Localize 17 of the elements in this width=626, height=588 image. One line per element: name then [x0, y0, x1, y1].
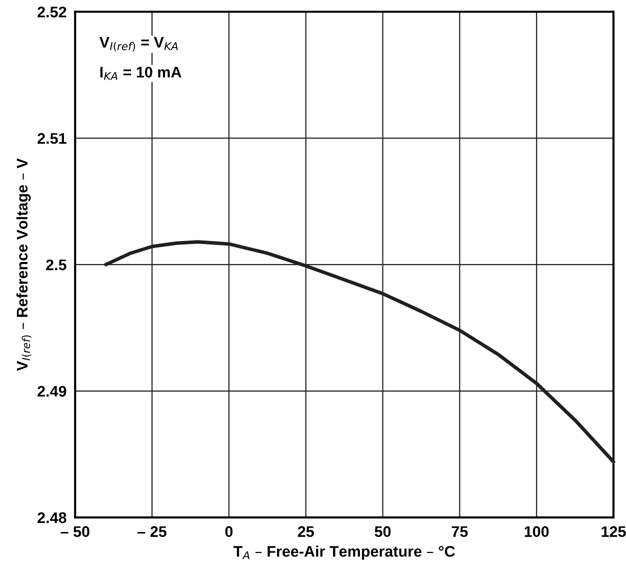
- y-tick-label: 2.5: [46, 259, 66, 270]
- x-tick-label: – 50: [60, 526, 90, 537]
- x-tick-label: – 25: [138, 526, 166, 537]
- y-tick-label: 2.48: [38, 512, 66, 524]
- x-axis-title: T$_{A}$ – Free-Air Temperature – °C: [233, 546, 455, 560]
- x-tick-label: 100: [524, 526, 549, 537]
- y-axis-title: V$_{I(ref)}$ – Reference Voltage – V: [16, 158, 32, 371]
- y-tick-label: 2.49: [38, 386, 66, 397]
- x-tick-label: 0: [225, 526, 233, 537]
- annotation: V$_{I(ref)}$ = V$_{KA}$: [99, 37, 178, 52]
- annotation: I$_{KA}$ = 10 mA: [100, 66, 182, 80]
- y-tick-label: 2.52: [38, 6, 66, 18]
- x-tick-label: 125: [602, 526, 626, 537]
- x-tick-label: 25: [298, 526, 314, 537]
- x-tick-label: 75: [452, 526, 468, 537]
- x-tick-label: 50: [374, 526, 391, 537]
- y-tick-label: 2.51: [38, 133, 66, 144]
